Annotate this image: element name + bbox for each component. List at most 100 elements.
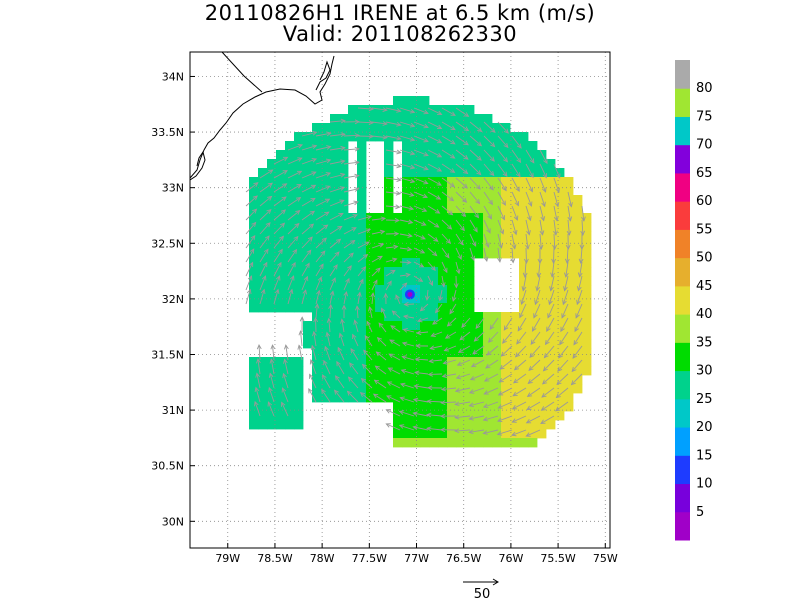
wind-cell <box>528 285 538 295</box>
wind-arrow <box>538 261 541 277</box>
wind-cell <box>294 402 304 412</box>
wind-cell <box>321 132 331 142</box>
wind-arrow-head <box>354 160 360 166</box>
wind-arrow <box>298 345 303 361</box>
wind-arrow-head <box>538 244 544 250</box>
wind-arrow-head <box>314 303 320 309</box>
wind-cell <box>348 267 358 277</box>
wind-arrow <box>469 149 482 161</box>
wind-arrow <box>343 214 358 221</box>
wind-cell <box>249 249 259 259</box>
wind-arrow <box>525 163 534 178</box>
wind-cell <box>546 321 556 331</box>
wind-cell <box>582 303 592 313</box>
wind-arrow-head <box>279 235 285 241</box>
wind-arrow <box>521 289 527 305</box>
lon-tick-label: 78W <box>310 552 335 565</box>
wind-arrow-head <box>440 413 446 419</box>
wind-arrow-head <box>457 254 462 260</box>
wind-cell <box>537 195 547 205</box>
wind-arrow-head <box>407 233 413 238</box>
inlet-outline <box>315 60 331 91</box>
wind-arrow-head <box>485 242 490 248</box>
wind-arrow-head <box>401 341 408 347</box>
wind-arrow-head <box>415 330 422 336</box>
wind-cell <box>411 348 421 358</box>
wind-cell <box>528 231 538 241</box>
wind-cell <box>555 222 565 232</box>
wind-arrow <box>362 364 373 375</box>
wind-cell <box>348 285 358 295</box>
wind-arrow-head <box>487 214 492 220</box>
wind-arrow <box>525 149 535 164</box>
wind-arrow-head <box>497 404 503 409</box>
wind-cell <box>411 402 421 412</box>
wind-arrow <box>371 280 378 291</box>
wind-arrow <box>329 251 340 263</box>
wind-arrow-head <box>571 366 577 373</box>
wind-arrow-head <box>578 258 584 264</box>
wind-arrow-head <box>328 303 333 310</box>
wind-cell <box>384 348 394 358</box>
wind-arrow-head <box>291 261 296 268</box>
wind-cell <box>357 213 367 223</box>
wind-cell <box>465 375 475 385</box>
wind-arrow-head <box>267 401 273 407</box>
wind-arrow-head <box>392 257 398 263</box>
wind-arrow-head <box>248 261 254 268</box>
wind-cell <box>429 294 439 304</box>
wind-arrow-head <box>442 360 448 365</box>
wind-cell <box>420 159 430 169</box>
wind-cell <box>267 393 277 403</box>
wind-cell <box>411 285 421 295</box>
wind-cell <box>447 213 457 223</box>
wind-cell <box>384 294 394 304</box>
wind-cell <box>483 393 493 403</box>
wind-arrow-head <box>483 256 489 263</box>
lat-tick-label: 32.5N <box>151 237 184 250</box>
wind-arrow-head <box>525 244 530 250</box>
wind-cell <box>447 285 457 295</box>
wind-arrow-head <box>359 278 364 284</box>
wind-arrow-head <box>462 197 468 203</box>
wind-cell <box>528 312 538 322</box>
wind-cell <box>447 366 457 376</box>
wind-cell <box>438 321 448 331</box>
wind-arrow-head <box>375 267 381 273</box>
wind-cell <box>393 240 403 250</box>
wind-arrow <box>392 310 401 319</box>
wind-arrow <box>441 121 456 130</box>
wind-cell <box>456 159 466 169</box>
wind-cell <box>537 186 547 196</box>
wind-cell <box>258 258 268 268</box>
wind-arrow-head <box>496 430 503 436</box>
wind-cell <box>375 222 385 232</box>
wind-cell <box>474 186 484 196</box>
wind-arrow-head <box>429 345 435 351</box>
wind-cell <box>402 186 412 196</box>
wind-cell <box>375 258 385 268</box>
wind-cell <box>501 384 511 394</box>
wind-arrow <box>401 369 415 375</box>
wind-arrow-head <box>483 377 490 382</box>
wind-cell <box>438 105 448 115</box>
wind-arrow <box>328 318 331 333</box>
wind-arrow-head <box>529 158 535 164</box>
wind-arrow-head <box>311 157 318 163</box>
wind-arrow-head <box>455 374 462 380</box>
wind-arrow <box>404 303 415 305</box>
wind-arrow-head <box>417 277 424 282</box>
wind-arrow-head <box>400 369 407 374</box>
wind-arrow-head <box>450 125 456 131</box>
wind-arrow <box>357 241 370 249</box>
wind-cell <box>501 357 511 367</box>
wind-cell <box>420 357 430 367</box>
colorbar-label: 25 <box>696 392 713 407</box>
wind-cell <box>537 222 547 232</box>
wind-cell <box>492 420 502 430</box>
wind-arrow-head <box>268 372 274 378</box>
wind-arrow <box>399 247 412 250</box>
wind-cell <box>582 267 592 277</box>
wind-arrow <box>245 235 256 249</box>
wind-cell <box>402 240 412 250</box>
